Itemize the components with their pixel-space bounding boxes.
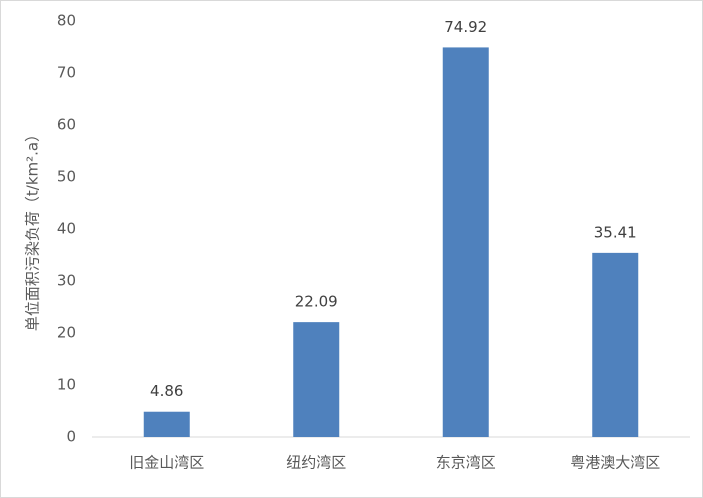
y-tick-label: 0 (66, 428, 76, 446)
y-tick-label: 60 (57, 116, 76, 134)
y-tick-label: 80 (57, 12, 76, 30)
y-tick-label: 70 (57, 64, 76, 82)
data-label: 74.92 (444, 18, 487, 36)
x-tick-label: 旧金山湾区 (129, 454, 204, 472)
x-tick-label: 东京湾区 (436, 454, 496, 472)
bar (442, 47, 489, 437)
x-tick-label: 纽约湾区 (286, 454, 346, 472)
y-tick-label: 20 (57, 324, 76, 342)
x-tick-label: 粤港澳大湾区 (570, 454, 660, 472)
bar (143, 411, 190, 437)
y-tick-label: 50 (57, 168, 76, 186)
y-tick-label: 40 (57, 220, 76, 238)
bar (293, 322, 340, 437)
y-tick-label: 10 (57, 376, 76, 394)
data-label: 35.41 (594, 223, 637, 241)
y-axis-title: 单位面积污染负荷（t/km².a） (24, 127, 42, 331)
data-label: 22.09 (295, 293, 338, 311)
bar (592, 252, 639, 437)
y-tick-label: 30 (57, 272, 76, 290)
data-label: 4.86 (150, 382, 183, 400)
